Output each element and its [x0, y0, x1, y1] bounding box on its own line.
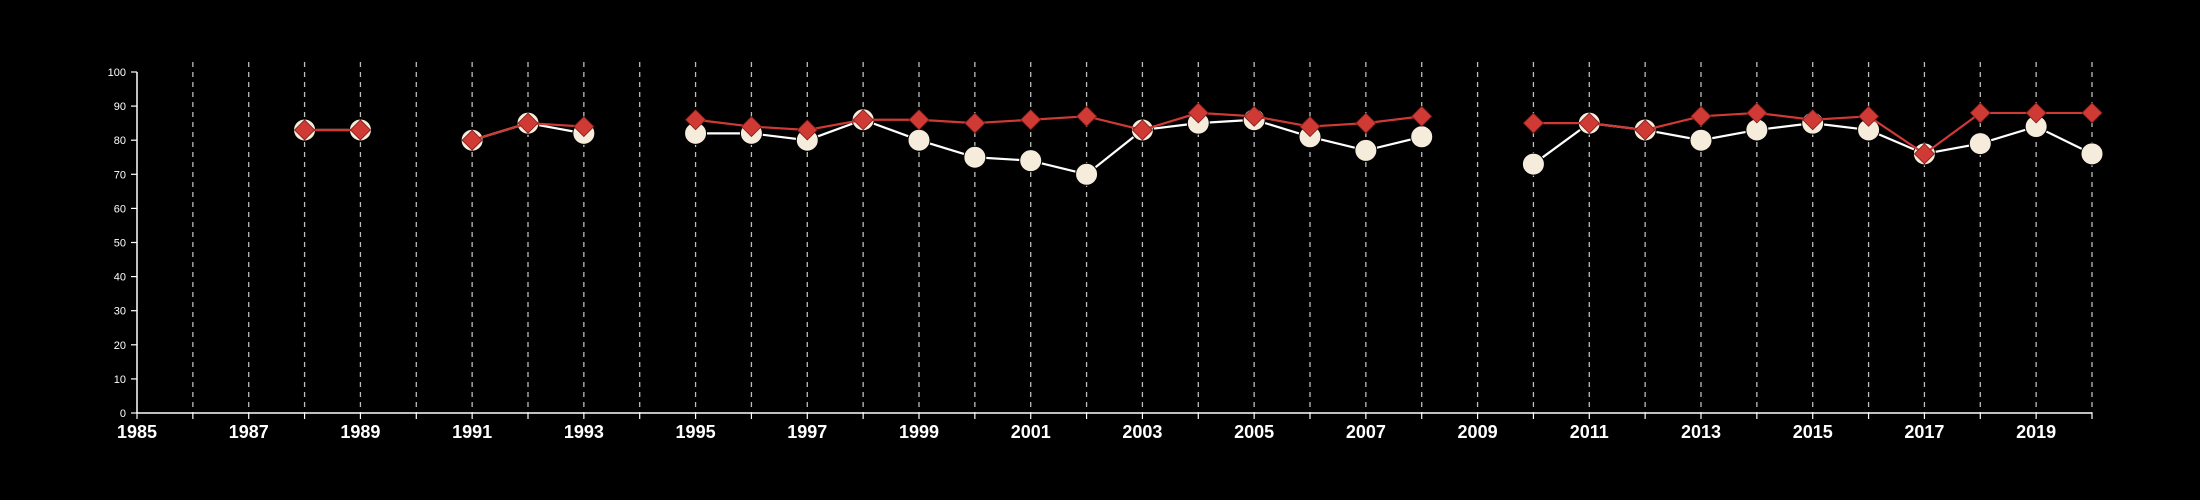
data-point: [1131, 119, 1153, 141]
grid-lines: [192, 62, 2093, 413]
axes: 0 10 20 30 40 50 60 70 80 90 100 1985 1987 1989 1991 19…: [108, 67, 2093, 442]
y-tick-label: 40: [114, 272, 126, 284]
data-point: [796, 119, 818, 141]
data-point: [2081, 102, 2103, 124]
x-tick-label: 1993: [564, 422, 604, 442]
y-tick-label: 0: [120, 408, 126, 420]
data-point: [1299, 115, 1321, 138]
y-tick-label: 80: [114, 135, 126, 147]
y-tick-label: 50: [114, 238, 126, 250]
data-point: [2080, 142, 2104, 166]
data-point: [1634, 119, 1656, 141]
x-tick-label: 1999: [899, 422, 939, 442]
x-tick-label: 2001: [1011, 422, 1051, 442]
x-tick-label: 1985: [117, 422, 157, 442]
data-point: [1969, 102, 1991, 124]
data-point: [908, 109, 930, 131]
x-tick-label: 2019: [2016, 422, 2056, 442]
data-point: [1076, 105, 1098, 127]
data-point: [740, 115, 762, 138]
data-point: [1746, 102, 1768, 124]
data-point: [1410, 125, 1434, 149]
data-point: [1858, 105, 1880, 127]
data-point: [964, 112, 986, 134]
data-point: [1578, 112, 1600, 134]
data-point: [1690, 105, 1712, 127]
x-tick-label: 2017: [1904, 422, 1944, 442]
series-diamond: [294, 102, 2103, 165]
y-tick-label: 90: [114, 101, 126, 113]
x-tick-label: 2011: [1570, 422, 1609, 442]
data-point: [349, 119, 371, 141]
data-point: [907, 128, 931, 152]
x-tick-label: 2015: [1793, 422, 1833, 442]
y-tick-label: 10: [114, 374, 126, 386]
x-tick-label: 1995: [676, 422, 716, 442]
data-point: [1187, 102, 1209, 124]
series-line: [695, 111, 1422, 132]
x-tick-label: 2013: [1681, 422, 1721, 442]
data-point: [1913, 143, 1935, 165]
x-tick-label: 1987: [229, 422, 269, 442]
data-point: [963, 145, 987, 169]
data-point: [1968, 132, 1992, 156]
data-point: [1689, 128, 1713, 152]
data-point: [517, 112, 539, 134]
y-tick-label: 70: [114, 169, 126, 181]
data-point: [685, 109, 707, 131]
data-point: [852, 109, 874, 131]
x-tick-label: 2009: [1458, 422, 1498, 442]
y-tick-label: 20: [114, 340, 126, 352]
x-tick-label: 1991: [452, 422, 492, 442]
data-point: [1355, 112, 1377, 134]
data-point: [294, 119, 316, 141]
series-layer: [293, 102, 2104, 186]
data-point: [1020, 109, 1042, 131]
y-tick-label: 60: [114, 203, 126, 215]
y-tick-label: 30: [114, 306, 126, 318]
data-point: [1075, 162, 1099, 186]
data-point: [461, 129, 483, 151]
x-tick-label: 2007: [1346, 422, 1386, 442]
x-tick-label: 2005: [1234, 422, 1274, 442]
data-point: [1019, 149, 1043, 173]
data-point: [1354, 138, 1378, 162]
data-point: [573, 115, 595, 138]
y-tick-label: 100: [108, 67, 126, 79]
data-point: [1243, 105, 1265, 127]
data-point: [1522, 112, 1544, 134]
x-tick-label: 1989: [340, 422, 380, 442]
data-point: [2025, 102, 2047, 124]
data-point: [1802, 109, 1824, 131]
data-point: [1521, 152, 1545, 176]
data-point: [1411, 105, 1433, 127]
x-tick-label: 1997: [787, 422, 827, 442]
x-tick-label: 2003: [1122, 422, 1162, 442]
